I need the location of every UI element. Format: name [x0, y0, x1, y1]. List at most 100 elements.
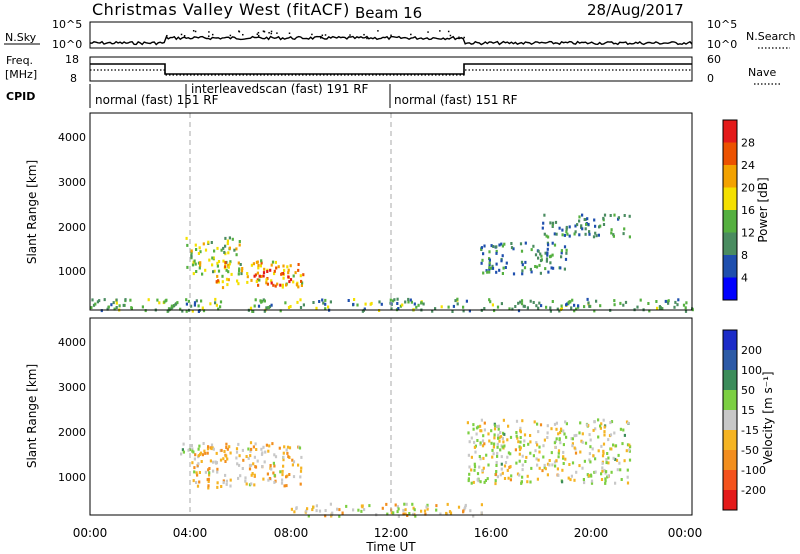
heatmap-cell: [539, 252, 542, 256]
heatmap-cell: [240, 272, 243, 276]
heatmap-cell: [507, 424, 510, 428]
heatmap-cell: [262, 274, 265, 278]
heatmap-cell: [578, 219, 581, 223]
heatmap-cell: [491, 264, 494, 268]
heatmap-cell: [483, 442, 486, 446]
heatmap-cell: [263, 309, 266, 313]
heatmap-cell: [158, 301, 161, 305]
heatmap-cell: [505, 261, 508, 265]
heatmap-cell: [208, 471, 211, 475]
heatmap-cell: [193, 259, 196, 263]
heatmap-cell: [564, 420, 567, 424]
heatmap-cell: [480, 261, 483, 265]
heatmap-cell: [490, 244, 493, 248]
heatmap-cell: [426, 507, 429, 511]
heatmap-cell: [562, 462, 565, 465]
heatmap-cell: [324, 509, 327, 512]
heatmap-cell: [545, 257, 549, 261]
heatmap-cell: [550, 266, 553, 270]
heatmap-cell: [543, 438, 546, 442]
heatmap-cell: [684, 306, 687, 310]
heatmap-cell: [553, 422, 557, 426]
heatmap-cell: [217, 279, 220, 283]
heatmap-cell: [223, 250, 226, 254]
heatmap-cell: [324, 514, 327, 518]
heatmap-cell: [578, 464, 581, 468]
heatmap-cell: [626, 481, 630, 485]
heatmap-cell: [196, 463, 199, 467]
heatmap-cell: [197, 310, 200, 313]
heatmap-cell: [523, 433, 527, 437]
noise-dot: [311, 33, 313, 36]
heatmap-cell: [110, 303, 113, 307]
heatmap-cell: [219, 458, 223, 462]
heatmap-cell: [256, 459, 259, 463]
heatmap-cell: [559, 441, 562, 445]
heatmap-cell: [202, 242, 205, 246]
heatmap-cell: [567, 476, 570, 480]
heatmap-cell: [588, 304, 591, 308]
heatmap-cell: [636, 305, 639, 309]
heatmap-cell: [506, 455, 509, 459]
heatmap-cell: [530, 270, 533, 274]
heatmap-cell: [299, 475, 302, 479]
heatmap-cell: [575, 470, 578, 474]
heatmap-cell: [216, 470, 219, 474]
heatmap-cell: [163, 300, 166, 304]
heatmap-cell: [565, 251, 568, 255]
heatmap-cell: [496, 475, 499, 479]
heatmap-cell: [519, 440, 522, 444]
heatmap-cell: [549, 255, 552, 259]
heatmap-cell: [244, 479, 247, 483]
heatmap-cell: [575, 307, 578, 311]
colorbar-swatch: [723, 120, 737, 143]
colorbar-swatch: [723, 165, 737, 188]
heatmap-cell: [245, 482, 248, 486]
heatmap-cell: [500, 455, 503, 459]
heatmap-cell: [597, 233, 600, 237]
heatmap-cell: [664, 299, 667, 303]
heatmap-cell: [402, 508, 405, 512]
heatmap-cell: [529, 434, 532, 437]
heatmap-cell: [588, 232, 591, 236]
heatmap-cell: [609, 421, 612, 425]
heatmap-cell: [547, 235, 550, 239]
heatmap-cell: [498, 436, 501, 440]
heatmap-cell: [273, 464, 276, 468]
heatmap-cell: [385, 502, 388, 506]
heatmap-cell: [603, 433, 606, 437]
heatmap-cell: [560, 304, 563, 308]
heatmap-cell: [193, 457, 196, 461]
heatmap-cell: [482, 271, 485, 275]
heatmap-cell: [193, 470, 196, 474]
heatmap-cell: [456, 302, 459, 306]
heatmap-cell: [541, 469, 544, 473]
heatmap-cell: [167, 307, 171, 311]
heatmap-cell: [488, 266, 491, 269]
heatmap-cell: [196, 484, 200, 488]
heatmap-cell: [238, 267, 241, 271]
colorbar-tick: -200: [741, 484, 766, 497]
heatmap-cell: [467, 453, 470, 457]
heatmap-cell: [241, 467, 244, 470]
heatmap-cell: [467, 479, 470, 483]
heatmap-cell: [600, 422, 603, 426]
heatmap-cell: [574, 230, 577, 234]
heatmap-cell: [254, 465, 257, 469]
heatmap-cell: [193, 303, 196, 307]
heatmap-cell: [519, 446, 522, 450]
heatmap-cell: [215, 303, 218, 307]
noise-dot: [208, 35, 210, 37]
heatmap-cell: [610, 470, 613, 474]
heatmap-cell: [542, 221, 545, 225]
heatmap-cell: [244, 476, 247, 480]
heatmap-cell: [507, 451, 510, 455]
heatmap-cell: [297, 263, 300, 266]
heatmap-cell: [209, 302, 212, 306]
heatmap-cell: [626, 468, 629, 472]
heatmap-cell: [628, 458, 632, 462]
heatmap-cell: [574, 224, 577, 228]
heatmap-cell: [584, 232, 587, 236]
heatmap-cell: [501, 437, 504, 440]
heatmap-cell: [682, 303, 686, 307]
